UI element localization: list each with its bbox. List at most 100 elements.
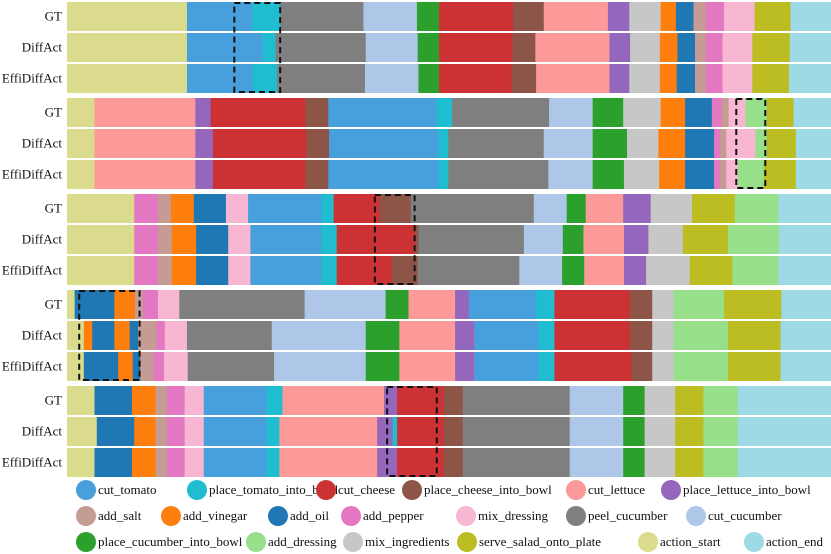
segment-add-oil — [129, 321, 139, 350]
segment-action-start — [67, 256, 135, 285]
segment-add-oil — [94, 386, 133, 415]
segment-add-dressing — [732, 256, 779, 285]
legend-item-peel-cucumber: peel_cucumber — [566, 504, 667, 528]
segment-mix-dressing — [228, 225, 251, 254]
segment-mix-dressing — [184, 448, 205, 477]
row-label: GT — [45, 105, 62, 120]
segment-mix-ingredients — [644, 448, 676, 477]
legend-label: cut_cheese — [338, 482, 396, 497]
segment-cut-cheese — [554, 321, 631, 350]
segment-add-pepper — [705, 64, 723, 93]
segment-place-tomato-into-bowl — [262, 33, 276, 62]
segment-add-oil — [677, 33, 696, 62]
segment-cut-cheese — [210, 98, 306, 127]
legend-item-place-tomato-into-bowl: place_tomato_into_bowl — [187, 478, 338, 502]
segment-place-cucumber-into-bowl — [418, 64, 440, 93]
legend-label: mix_ingredients — [365, 534, 450, 549]
legend-swatch — [161, 506, 181, 526]
segment-peel-cucumber — [448, 160, 549, 189]
segment-place-tomato-into-bowl — [321, 194, 335, 223]
segment-cut-lettuce — [408, 290, 456, 319]
segment-cut-lettuce — [535, 33, 610, 62]
segment-peel-cucumber — [187, 352, 275, 381]
segment-add-dressing — [737, 160, 765, 189]
segment-mix-ingredients — [652, 290, 675, 319]
legend-swatch — [566, 506, 586, 526]
segment-cut-lettuce — [279, 417, 378, 446]
segment-add-pepper — [156, 321, 166, 350]
segment-place-cucumber-into-bowl — [562, 225, 584, 254]
legend: cut_tomato place_tomato_into_bowl cut_chee… — [70, 478, 830, 553]
segment-add-pepper — [142, 290, 159, 319]
segment-action-start — [67, 417, 98, 446]
segment-action-end — [737, 386, 831, 415]
segment-serve-salad-onto-plate — [689, 256, 733, 285]
highlight-box — [373, 194, 416, 285]
segment-add-oil — [92, 321, 115, 350]
segment-add-pepper — [714, 160, 721, 189]
segment-place-lettuce-into-bowl — [455, 290, 470, 319]
segment-mix-dressing — [726, 129, 756, 158]
segment-action-start — [67, 98, 95, 127]
segment-place-lettuce-into-bowl — [195, 98, 212, 127]
group-3: GT DiffAct EffiDiffAct — [2, 194, 831, 285]
segment-place-lettuce-into-bowl — [607, 2, 630, 31]
segment-cut-cheese — [439, 33, 513, 62]
segment-serve-salad-onto-plate — [675, 417, 704, 446]
segment-add-pepper — [167, 386, 186, 415]
group-2: GT DiffAct EffiDiffAct — [2, 98, 831, 189]
segment-place-cheese-into-bowl — [630, 290, 653, 319]
legend-swatch — [661, 480, 681, 500]
segment-action-end — [780, 352, 831, 381]
segment-add-dressing — [755, 129, 768, 158]
segment-add-vinegar — [134, 417, 157, 446]
segment-add-salt — [138, 321, 157, 350]
legend-label: add_salt — [98, 508, 142, 523]
legend-label: add_oil — [290, 508, 329, 523]
segment-action-start — [67, 352, 85, 381]
segment-cut-tomato — [329, 129, 439, 158]
legend-swatch — [76, 506, 96, 526]
segment-cut-cheese — [212, 160, 306, 189]
segment-place-tomato-into-bowl — [251, 2, 281, 31]
segment-add-salt — [695, 33, 707, 62]
segment-place-cheese-into-bowl — [511, 64, 537, 93]
segment-mix-dressing — [184, 417, 205, 446]
segment-mix-dressing — [184, 386, 205, 415]
segment-place-tomato-into-bowl — [321, 225, 338, 254]
row-label: EffiDiffAct — [2, 167, 63, 182]
highlight-box — [735, 98, 767, 189]
row-label: DiffAct — [22, 424, 63, 439]
segment-place-tomato-into-bowl — [538, 352, 555, 381]
segment-action-start — [67, 194, 135, 223]
segment-add-pepper — [134, 225, 159, 254]
segment-add-oil — [685, 98, 713, 127]
segment-add-vinegar — [171, 225, 197, 254]
segment-add-vinegar — [658, 129, 686, 158]
segment-peel-cucumber — [277, 64, 366, 93]
group-1: GT DiffAct EffiDiffAct — [2, 2, 831, 93]
segment-add-pepper — [167, 417, 186, 446]
segment-cut-cheese — [336, 225, 416, 254]
legend-item-mix-dressing: mix_dressing — [456, 504, 548, 528]
segment-add-vinegar — [659, 160, 686, 189]
legend-swatch — [343, 532, 363, 552]
segment-add-pepper — [134, 194, 159, 223]
segment-mix-dressing — [724, 2, 755, 31]
segment-add-vinegar — [83, 321, 93, 350]
segment-place-cucumber-into-bowl — [417, 33, 440, 62]
segment-cut-lettuce — [399, 352, 456, 381]
segment-action-start — [67, 321, 85, 350]
legend-item-mix-ingredients: mix_ingredients — [343, 530, 450, 554]
highlight-box — [233, 2, 282, 93]
segment-place-cucumber-into-bowl — [623, 417, 645, 446]
legend-swatch — [341, 506, 361, 526]
row-label: DiffAct — [22, 232, 63, 247]
legend-label: cut_tomato — [98, 482, 157, 497]
row-label: DiffAct — [22, 136, 63, 151]
legend-swatch — [456, 506, 476, 526]
legend-label: place_cucumber_into_bowl — [98, 534, 243, 549]
row-label: GT — [45, 297, 62, 312]
segment-add-oil — [676, 64, 696, 93]
segment-action-end — [795, 129, 831, 158]
